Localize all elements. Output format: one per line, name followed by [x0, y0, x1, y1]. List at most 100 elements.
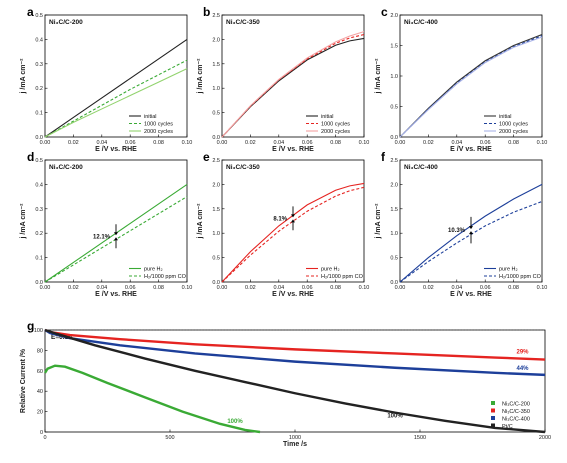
y-tick-label: 1.0: [212, 86, 220, 92]
x-tick-label: 0.02: [423, 285, 434, 291]
y-axis-label: j /mA cm⁻²: [197, 58, 204, 95]
legend-label: initial: [499, 114, 512, 120]
x-tick-label: 0.08: [153, 285, 164, 291]
panel-label: g: [27, 319, 34, 333]
y-tick-label: 0.5: [390, 256, 398, 262]
panel-label: f: [381, 150, 386, 164]
x-axis-label: Time /s: [283, 441, 307, 448]
series-line-1: [221, 186, 365, 283]
y-tick-label: 0.4: [35, 182, 43, 188]
legend-marker: [491, 408, 495, 413]
series-line-2: [399, 36, 543, 138]
y-tick-label: 0.1: [35, 256, 43, 262]
plot-frame: [399, 14, 543, 138]
y-tick-label: 1.5: [390, 207, 398, 213]
arrow-head: [469, 231, 473, 235]
legend-label: initial: [321, 114, 334, 120]
plot-frame: [44, 159, 188, 283]
y-tick-label: 0.0: [35, 280, 43, 286]
panel-title: Ni₃C/C-200: [49, 164, 83, 171]
series-line-0: [43, 364, 261, 434]
x-tick-label: 0.10: [182, 285, 193, 291]
legend-marker: [491, 416, 495, 420]
panel-label: b: [203, 5, 210, 19]
plot-frame: [44, 14, 188, 138]
y-tick-label: 2.5: [212, 158, 220, 164]
legend-label: 1000 cycles: [321, 122, 350, 128]
y-tick-label: 2.5: [390, 158, 398, 164]
x-tick-label: 0.00: [40, 285, 51, 291]
x-axis-label: E /V vs. RHE: [450, 146, 492, 153]
x-tick-label: 0.08: [153, 140, 164, 146]
y-tick-label: 0.5: [212, 111, 220, 117]
y-tick-label: 0.5: [212, 256, 220, 262]
series-line-2: [44, 68, 188, 138]
x-tick-label: 0.08: [330, 140, 341, 146]
series-line-0: [221, 182, 365, 283]
x-tick-label: 0.06: [302, 140, 313, 146]
x-tick-label: 0.06: [125, 285, 136, 291]
y-axis-label: j /mA cm⁻²: [197, 203, 204, 240]
panel-title: Ni₃C/C-350: [226, 19, 260, 26]
loss-percentage: 10.3%: [448, 228, 466, 234]
y-tick-label: 0.1: [35, 111, 43, 117]
x-tick-label: 1000: [289, 435, 301, 441]
legend-label: 1000 cycles: [144, 122, 173, 128]
panel-g: 0 500 1000 1500 2000 0 20 40 60 80 100 Time /s Relat…: [20, 319, 551, 448]
panel-e: 0.00 0.02 0.04 0.06 0.08 0.10 0.0 0.5 1.0 1.5 2.0 2…: [197, 150, 369, 298]
series-line-2: [221, 31, 365, 138]
y-tick-label: 0.5: [390, 105, 398, 111]
legend-label: H₂/1000 ppm CO: [321, 274, 364, 280]
x-tick-label: 0.02: [68, 285, 79, 291]
x-tick-label: 0.08: [508, 285, 519, 291]
y-tick-label: 0.3: [35, 207, 43, 213]
x-tick-label: 0.06: [125, 140, 136, 146]
y-tick-label: 1.5: [390, 44, 398, 50]
y-tick-label: 0.2: [35, 231, 43, 237]
series-end-label: 100%: [387, 414, 403, 420]
condition-label: E=0.1V: [51, 334, 73, 341]
y-tick-label: 0.0: [212, 135, 220, 141]
y-axis-label: j /mA cm⁻²: [20, 58, 27, 95]
x-tick-label: 0.06: [480, 140, 491, 146]
y-tick-label: 0.5: [35, 13, 43, 19]
x-tick-label: 0.02: [423, 140, 434, 146]
x-tick-label: 500: [165, 435, 174, 441]
x-tick-label: 0.08: [330, 285, 341, 291]
y-tick-label: 100: [34, 328, 43, 334]
x-axis-label: E /V vs. RHE: [272, 291, 314, 298]
plot-frame: [221, 14, 365, 138]
x-tick-label: 0.10: [537, 140, 548, 146]
loss-percentage: 8.1%: [273, 216, 287, 222]
panel-b: 0.00 0.02 0.04 0.06 0.08 0.10 0.0 0.5 1.0 1.5 2.0 2…: [197, 5, 369, 153]
x-tick-label: 0.00: [217, 140, 228, 146]
y-tick-label: 20: [37, 410, 43, 416]
y-tick-label: 1.0: [212, 231, 220, 237]
x-tick-label: 0.04: [96, 285, 107, 291]
y-tick-label: 2.0: [212, 182, 220, 188]
x-tick-label: 0.00: [217, 285, 228, 291]
plot-frame: [399, 159, 543, 283]
y-tick-label: 0.5: [35, 158, 43, 164]
x-axis-label: E /V vs. RHE: [450, 291, 492, 298]
x-tick-label: 0.04: [273, 140, 284, 146]
arrow-head: [469, 226, 473, 230]
x-tick-label: 0.02: [245, 140, 256, 146]
y-tick-label: 1.0: [390, 231, 398, 237]
y-tick-label: 2.0: [390, 13, 398, 19]
legend-label: Pt/C: [502, 424, 513, 430]
x-tick-label: 0.08: [508, 140, 519, 146]
legend-label: pure H₂: [321, 267, 340, 273]
arrow-head: [114, 237, 118, 241]
y-tick-label: 40: [37, 389, 43, 395]
y-tick-label: 0.0: [390, 135, 398, 141]
legend-label: 2000 cycles: [499, 129, 528, 135]
plot-frame: [221, 159, 365, 283]
y-axis-label: j /mA cm⁻²: [20, 203, 27, 240]
panel-label: e: [203, 150, 210, 164]
x-tick-label: 0.04: [451, 140, 462, 146]
x-tick-label: 0.10: [359, 140, 370, 146]
series-line-0: [44, 38, 188, 138]
y-tick-label: 1.5: [212, 207, 220, 213]
